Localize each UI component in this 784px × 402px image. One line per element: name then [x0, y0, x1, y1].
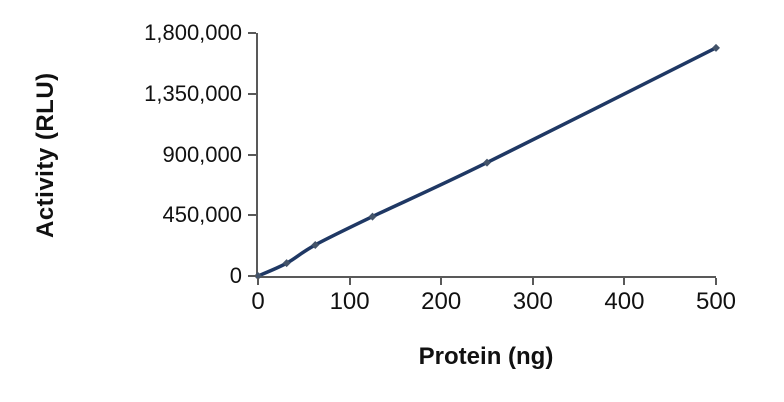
y-tick-mark — [248, 214, 256, 217]
data-point-marker — [311, 240, 320, 249]
x-tick-label: 200 — [421, 288, 462, 315]
x-tick-mark — [440, 278, 443, 285]
y-tick-label: 0 — [229, 263, 242, 288]
x-tick-label: 0 — [251, 288, 265, 315]
x-axis-title: Protein (ng) — [418, 343, 554, 370]
line-chart-svg — [254, 43, 720, 280]
plot-area: 0 450,000 900,000 1,350,000 1,800,000 0 100 200… — [144, 20, 736, 315]
x-tick-mark — [623, 278, 626, 285]
data-point-marker — [282, 259, 291, 268]
x-tick-mark — [348, 278, 351, 285]
y-tick-mark — [248, 275, 256, 277]
data-point-marker — [483, 158, 491, 167]
x-tick-label: 500 — [695, 288, 737, 315]
x-tick-mark — [257, 278, 259, 285]
data-point-marker — [712, 43, 720, 52]
y-axis-title: Activity (RLU) — [32, 72, 59, 239]
y-tick-label: 1,800,000 — [144, 20, 242, 45]
y-tick-label: 1,350,000 — [144, 80, 242, 106]
data-point-marker — [368, 212, 377, 221]
y-tick-mark — [248, 32, 256, 34]
x-tick-label: 300 — [512, 288, 553, 315]
x-tick-label: 100 — [329, 288, 370, 315]
y-tick-label: 450,000 — [162, 202, 242, 228]
x-tick-mark — [715, 278, 717, 285]
y-tick-label: 900,000 — [162, 141, 242, 167]
data-point-marker — [254, 272, 262, 280]
x-tick-mark — [531, 278, 534, 285]
y-tick-mark — [248, 92, 256, 95]
x-tick-label: 400 — [604, 288, 645, 315]
y-tick-mark — [248, 153, 256, 156]
